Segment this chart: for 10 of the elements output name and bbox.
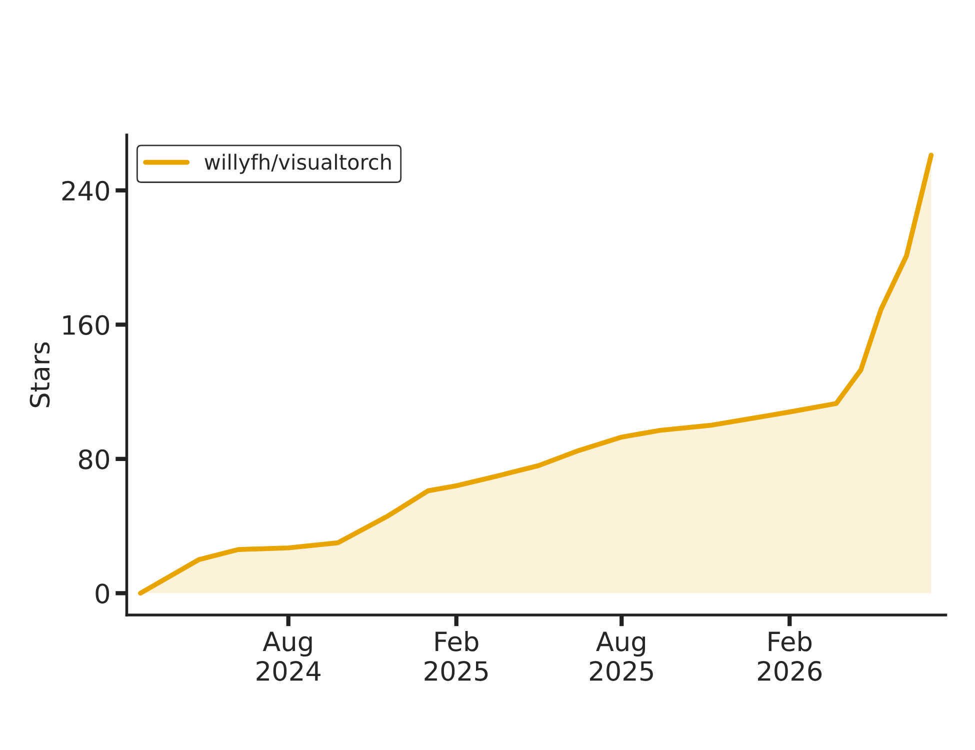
y-tick-label: 80: [78, 449, 110, 470]
legend-label: willyfh/visualtorch: [204, 154, 391, 174]
x-tick-label: Aug 2025: [590, 632, 653, 681]
x-tick-label: Feb 2025: [424, 630, 488, 681]
y-tick-label: 160: [63, 315, 110, 336]
y-tick-label: 240: [62, 180, 110, 201]
y-tick-label: 0: [96, 584, 110, 604]
y-axis-title: Stars: [30, 342, 50, 408]
x-tick-label: Feb 2026: [758, 630, 822, 681]
x-tick-label: Aug 2024: [256, 632, 320, 681]
